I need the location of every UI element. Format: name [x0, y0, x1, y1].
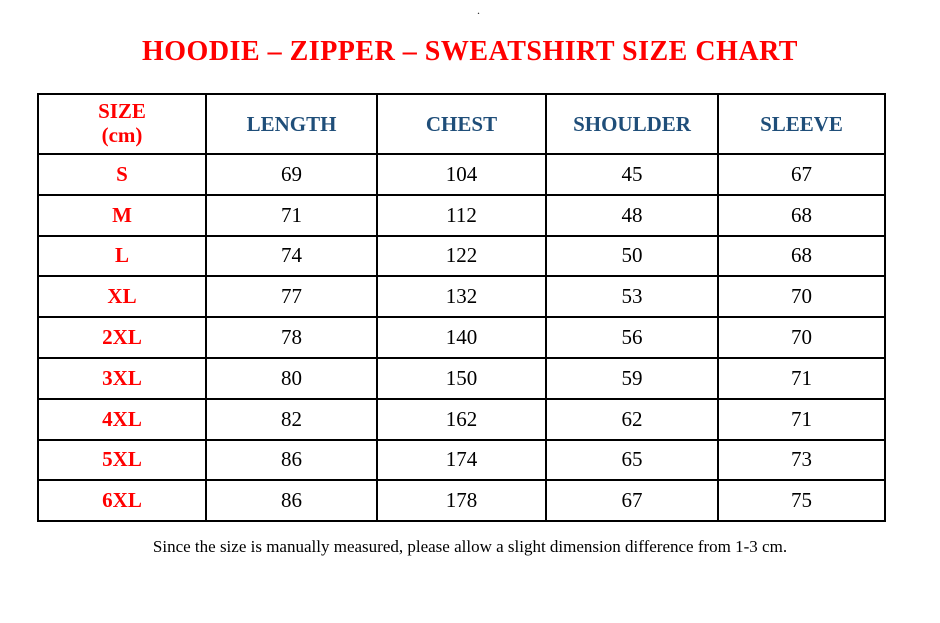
sleeve-cell: 67 [717, 153, 886, 196]
size-cell: 6XL [37, 479, 207, 523]
shoulder-cell: 50 [545, 234, 719, 278]
shoulder-cell: 62 [545, 397, 719, 441]
header-size-line2: (cm) [101, 123, 143, 147]
table-row: L 74 122 50 68 [37, 234, 886, 278]
size-cell: M [37, 193, 207, 237]
header-chest-cell: CHEST [376, 93, 547, 155]
sleeve-cell: 68 [717, 234, 886, 278]
table-row: S 69 104 45 67 [37, 153, 886, 196]
header-length-cell: LENGTH [205, 93, 378, 155]
length-cell: 86 [205, 479, 378, 523]
table-row: 4XL 82 162 62 71 [37, 397, 886, 441]
shoulder-cell: 53 [545, 275, 719, 319]
sleeve-cell: 71 [717, 397, 886, 441]
table-row: M 71 112 48 68 [37, 193, 886, 237]
table-row: 3XL 80 150 59 71 [37, 356, 886, 400]
shoulder-cell: 67 [545, 479, 719, 523]
size-cell: 2XL [37, 316, 207, 359]
length-cell: 78 [205, 316, 378, 359]
sleeve-cell: 75 [717, 479, 886, 523]
size-chart-table: SIZE (cm) LENGTH CHEST SHOULDER SLEEVE S… [37, 93, 886, 523]
stray-mark: . [477, 3, 480, 17]
shoulder-cell: 56 [545, 316, 719, 359]
chest-cell: 140 [376, 316, 547, 359]
chest-cell: 122 [376, 234, 547, 278]
size-cell: 4XL [37, 397, 207, 441]
length-cell: 77 [205, 275, 378, 319]
header-row: SIZE (cm) LENGTH CHEST SHOULDER SLEEVE [37, 93, 886, 155]
header-size-line1: SIZE [98, 99, 146, 124]
chest-cell: 174 [376, 438, 547, 482]
size-cell: 5XL [37, 438, 207, 482]
size-cell: L [37, 234, 207, 278]
header-sleeve-cell: SLEEVE [717, 93, 886, 155]
header-shoulder-cell: SHOULDER [545, 93, 719, 155]
chest-cell: 162 [376, 397, 547, 441]
sleeve-cell: 70 [717, 316, 886, 359]
chest-cell: 150 [376, 356, 547, 400]
length-cell: 69 [205, 153, 378, 196]
page-title: HOODIE – ZIPPER – SWEATSHIRT SIZE CHART [142, 36, 798, 67]
length-cell: 74 [205, 234, 378, 278]
chest-cell: 178 [376, 479, 547, 523]
length-cell: 86 [205, 438, 378, 482]
size-cell: XL [37, 275, 207, 319]
sleeve-cell: 73 [717, 438, 886, 482]
sleeve-cell: 68 [717, 193, 886, 237]
chest-cell: 132 [376, 275, 547, 319]
shoulder-cell: 48 [545, 193, 719, 237]
shoulder-cell: 65 [545, 438, 719, 482]
chest-cell: 104 [376, 153, 547, 196]
shoulder-cell: 45 [545, 153, 719, 196]
table-row: XL 77 132 53 70 [37, 275, 886, 319]
length-cell: 82 [205, 397, 378, 441]
chest-cell: 112 [376, 193, 547, 237]
size-cell: 3XL [37, 356, 207, 400]
table-row: 5XL 86 174 65 73 [37, 438, 886, 482]
sleeve-cell: 71 [717, 356, 886, 400]
table-row: 2XL 78 140 56 70 [37, 316, 886, 359]
table-row: 6XL 86 178 67 75 [37, 479, 886, 523]
length-cell: 80 [205, 356, 378, 400]
length-cell: 71 [205, 193, 378, 237]
sleeve-cell: 70 [717, 275, 886, 319]
header-size-cell: SIZE (cm) [37, 93, 207, 155]
footer-note: Since the size is manually measured, ple… [152, 537, 788, 556]
shoulder-cell: 59 [545, 356, 719, 400]
size-cell: S [37, 153, 207, 196]
